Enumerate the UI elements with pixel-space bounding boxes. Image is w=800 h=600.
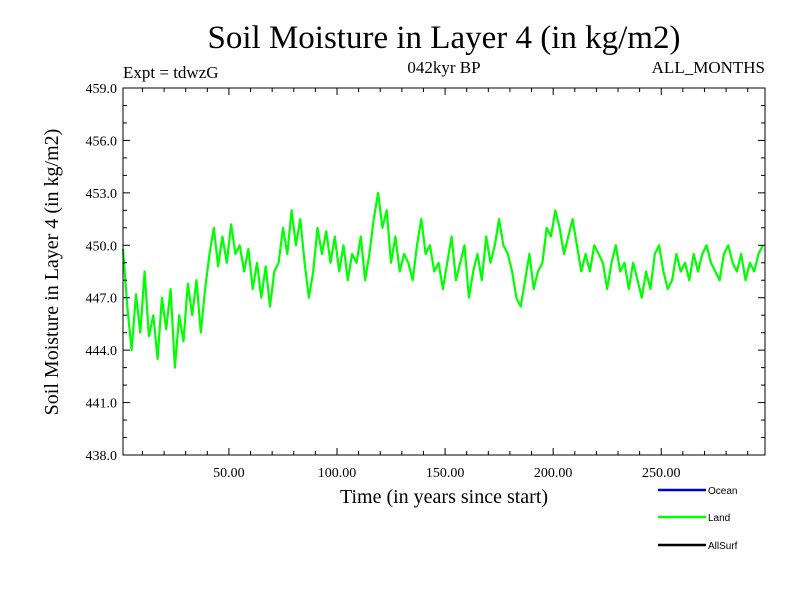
x-tick-label: 200.00 — [534, 466, 573, 481]
y-tick-label: 444.0 — [86, 344, 118, 359]
legend: Ocean Land AllSurf — [658, 486, 738, 552]
series-layer — [121, 191, 764, 369]
y-tick-label: 438.0 — [86, 449, 118, 464]
period-label: 042kyr BP — [407, 58, 480, 77]
expt-label: Expt = tdwzG — [123, 63, 219, 82]
x-tick-label: 100.00 — [318, 466, 357, 481]
legend-label-ocean: Ocean — [708, 486, 737, 497]
y-tick-label: 453.0 — [86, 187, 118, 202]
x-axis-label: Time (in years since start) — [340, 486, 548, 508]
y-tick-label: 456.0 — [86, 134, 118, 149]
y-tick-label: 450.0 — [86, 239, 118, 254]
x-tick-label: 50.00 — [213, 466, 245, 481]
months-label: ALL_MONTHS — [652, 58, 765, 77]
axes-layer: 50.00 100.00 150.00 200.00 250.00 438.0 441.0 4… — [86, 82, 766, 481]
y-tick-label: 441.0 — [86, 397, 118, 412]
y-axis-label: Soil Moisture in Layer 4 (in kg/m2) — [41, 129, 63, 416]
plot-frame — [122, 87, 766, 456]
chart-title: Soil Moisture in Layer 4 (in kg/m2) — [208, 20, 681, 56]
y-tick-label: 447.0 — [86, 292, 118, 307]
legend-label-land: Land — [708, 513, 730, 524]
x-tick-label: 150.00 — [426, 466, 465, 481]
series-line-land — [121, 191, 764, 369]
x-tick-label: 250.00 — [642, 466, 681, 481]
legend-label-allsurf: AllSurf — [708, 541, 738, 552]
y-tick-label: 459.0 — [86, 82, 118, 97]
